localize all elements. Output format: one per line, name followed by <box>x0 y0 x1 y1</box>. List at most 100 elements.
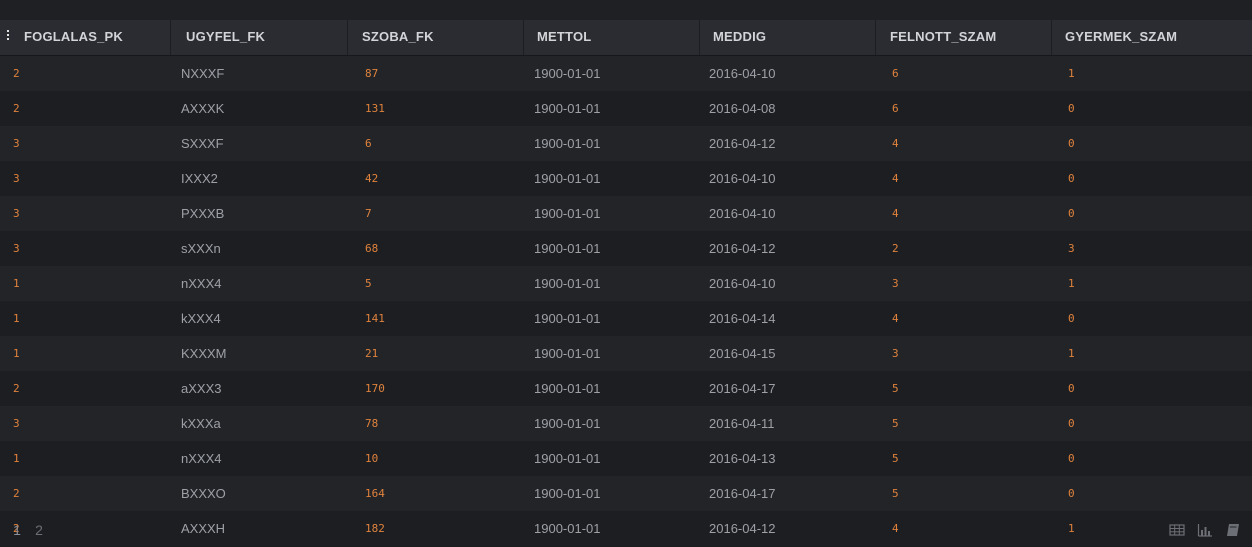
table-row[interactable]: 2 NXXXF 87 1900-01-01 2016-04-10 6 1 <box>0 56 1252 91</box>
cell-ugyfel-fk[interactable]: PXXXB <box>181 206 225 221</box>
cell-foglalas-pk[interactable]: 3 <box>13 417 20 430</box>
cell-felnott-szam[interactable]: 5 <box>892 417 899 430</box>
cell-szoba-fk[interactable]: 78 <box>365 417 379 430</box>
cell-meddig[interactable]: 2016-04-13 <box>709 451 776 466</box>
cell-szoba-fk[interactable]: 87 <box>365 67 379 80</box>
cell-mettol[interactable]: 1900-01-01 <box>534 66 601 81</box>
cell-ugyfel-fk[interactable]: aXXX3 <box>181 381 222 396</box>
cell-felnott-szam[interactable]: 3 <box>892 277 899 290</box>
cell-meddig[interactable]: 2016-04-17 <box>709 381 776 396</box>
drag-handle-icon[interactable] <box>7 30 10 42</box>
cell-mettol[interactable]: 1900-01-01 <box>534 346 601 361</box>
cell-foglalas-pk[interactable]: 1 <box>13 312 20 325</box>
cell-foglalas-pk[interactable]: 2 <box>13 102 20 115</box>
table-row[interactable]: 1 nXXX4 5 1900-01-01 2016-04-10 3 1 <box>0 266 1252 301</box>
cell-szoba-fk[interactable]: 6 <box>365 137 372 150</box>
cell-mettol[interactable]: 1900-01-01 <box>534 206 601 221</box>
cell-foglalas-pk[interactable]: 2 <box>13 487 20 500</box>
cell-szoba-fk[interactable]: 21 <box>365 347 379 360</box>
column-header-szoba-fk[interactable]: SZOBA_FK <box>348 20 524 55</box>
cell-mettol[interactable]: 1900-01-01 <box>534 171 601 186</box>
cell-mettol[interactable]: 1900-01-01 <box>534 521 601 536</box>
cell-ugyfel-fk[interactable]: KXXXM <box>181 346 227 361</box>
cell-foglalas-pk[interactable]: 1 <box>13 347 20 360</box>
cell-ugyfel-fk[interactable]: sXXXn <box>181 241 221 256</box>
cell-ugyfel-fk[interactable]: kXXXa <box>181 416 221 431</box>
cell-mettol[interactable]: 1900-01-01 <box>534 486 601 501</box>
cell-foglalas-pk[interactable]: 3 <box>13 242 20 255</box>
cell-meddig[interactable]: 2016-04-14 <box>709 311 776 326</box>
cell-felnott-szam[interactable]: 5 <box>892 487 899 500</box>
cell-ugyfel-fk[interactable]: nXXX4 <box>181 276 222 291</box>
table-row[interactable]: 1 KXXXM 21 1900-01-01 2016-04-15 3 1 <box>0 336 1252 371</box>
cell-foglalas-pk[interactable]: 3 <box>13 137 20 150</box>
table-row[interactable]: 2 AXXXK 131 1900-01-01 2016-04-08 6 0 <box>0 91 1252 126</box>
cell-foglalas-pk[interactable]: 2 <box>13 522 20 535</box>
table-row[interactable]: 2 BXXXO 164 1900-01-01 2016-04-17 5 0 <box>0 476 1252 511</box>
cell-mettol[interactable]: 1900-01-01 <box>534 241 601 256</box>
chart-view-icon[interactable] <box>1196 521 1214 539</box>
cell-meddig[interactable]: 2016-04-10 <box>709 206 776 221</box>
page-1-button[interactable]: 1 <box>13 522 21 538</box>
book-icon[interactable] <box>1224 521 1242 539</box>
cell-meddig[interactable]: 2016-04-12 <box>709 136 776 151</box>
cell-szoba-fk[interactable]: 7 <box>365 207 372 220</box>
cell-ugyfel-fk[interactable]: AXXXH <box>181 521 226 536</box>
cell-meddig[interactable]: 2016-04-12 <box>709 241 776 256</box>
cell-gyermek-szam[interactable]: 1 <box>1068 277 1075 290</box>
cell-gyermek-szam[interactable]: 1 <box>1068 67 1075 80</box>
page-2-button[interactable]: 2 <box>35 522 43 538</box>
cell-szoba-fk[interactable]: 170 <box>365 382 385 395</box>
cell-mettol[interactable]: 1900-01-01 <box>534 381 601 396</box>
cell-gyermek-szam[interactable]: 0 <box>1068 137 1075 150</box>
cell-foglalas-pk[interactable]: 3 <box>13 172 20 185</box>
cell-felnott-szam[interactable]: 4 <box>892 312 899 325</box>
cell-szoba-fk[interactable]: 68 <box>365 242 379 255</box>
cell-foglalas-pk[interactable]: 1 <box>13 452 20 465</box>
cell-foglalas-pk[interactable]: 2 <box>13 382 20 395</box>
cell-ugyfel-fk[interactable]: AXXXK <box>181 101 225 116</box>
cell-mettol[interactable]: 1900-01-01 <box>534 416 601 431</box>
cell-felnott-szam[interactable]: 5 <box>892 382 899 395</box>
cell-szoba-fk[interactable]: 10 <box>365 452 379 465</box>
cell-gyermek-szam[interactable]: 0 <box>1068 382 1075 395</box>
table-view-icon[interactable] <box>1168 521 1186 539</box>
cell-gyermek-szam[interactable]: 0 <box>1068 312 1075 325</box>
cell-szoba-fk[interactable]: 182 <box>365 522 385 535</box>
cell-gyermek-szam[interactable]: 0 <box>1068 487 1075 500</box>
cell-gyermek-szam[interactable]: 0 <box>1068 207 1075 220</box>
cell-felnott-szam[interactable]: 6 <box>892 67 899 80</box>
cell-mettol[interactable]: 1900-01-01 <box>534 101 601 116</box>
cell-ugyfel-fk[interactable]: IXXX2 <box>181 171 218 186</box>
cell-szoba-fk[interactable]: 164 <box>365 487 385 500</box>
cell-gyermek-szam[interactable]: 1 <box>1068 347 1075 360</box>
table-row[interactable]: 2 AXXXH 182 1900-01-01 2016-04-12 4 1 <box>0 511 1252 546</box>
cell-gyermek-szam[interactable]: 1 <box>1068 522 1075 535</box>
cell-mettol[interactable]: 1900-01-01 <box>534 136 601 151</box>
cell-ugyfel-fk[interactable]: kXXX4 <box>181 311 221 326</box>
column-header-meddig[interactable]: MEDDIG <box>700 20 876 55</box>
cell-ugyfel-fk[interactable]: nXXX4 <box>181 451 222 466</box>
cell-gyermek-szam[interactable]: 3 <box>1068 242 1075 255</box>
table-row[interactable]: 3 SXXXF 6 1900-01-01 2016-04-12 4 0 <box>0 126 1252 161</box>
cell-felnott-szam[interactable]: 4 <box>892 137 899 150</box>
cell-gyermek-szam[interactable]: 0 <box>1068 417 1075 430</box>
cell-meddig[interactable]: 2016-04-08 <box>709 101 776 116</box>
cell-mettol[interactable]: 1900-01-01 <box>534 311 601 326</box>
cell-meddig[interactable]: 2016-04-17 <box>709 486 776 501</box>
column-header-ugyfel-fk[interactable]: UGYFEL_FK <box>171 20 348 55</box>
cell-meddig[interactable]: 2016-04-10 <box>709 276 776 291</box>
table-row[interactable]: 3 kXXXa 78 1900-01-01 2016-04-11 5 0 <box>0 406 1252 441</box>
cell-mettol[interactable]: 1900-01-01 <box>534 451 601 466</box>
table-row[interactable]: 3 PXXXB 7 1900-01-01 2016-04-10 4 0 <box>0 196 1252 231</box>
column-header-felnott-szam[interactable]: FELNOTT_SZAM <box>876 20 1052 55</box>
cell-meddig[interactable]: 2016-04-15 <box>709 346 776 361</box>
cell-meddig[interactable]: 2016-04-12 <box>709 521 776 536</box>
cell-gyermek-szam[interactable]: 0 <box>1068 102 1075 115</box>
cell-szoba-fk[interactable]: 131 <box>365 102 385 115</box>
cell-mettol[interactable]: 1900-01-01 <box>534 276 601 291</box>
cell-gyermek-szam[interactable]: 0 <box>1068 172 1075 185</box>
column-header-mettol[interactable]: METTOL <box>524 20 700 55</box>
cell-szoba-fk[interactable]: 141 <box>365 312 385 325</box>
table-row[interactable]: 2 aXXX3 170 1900-01-01 2016-04-17 5 0 <box>0 371 1252 406</box>
